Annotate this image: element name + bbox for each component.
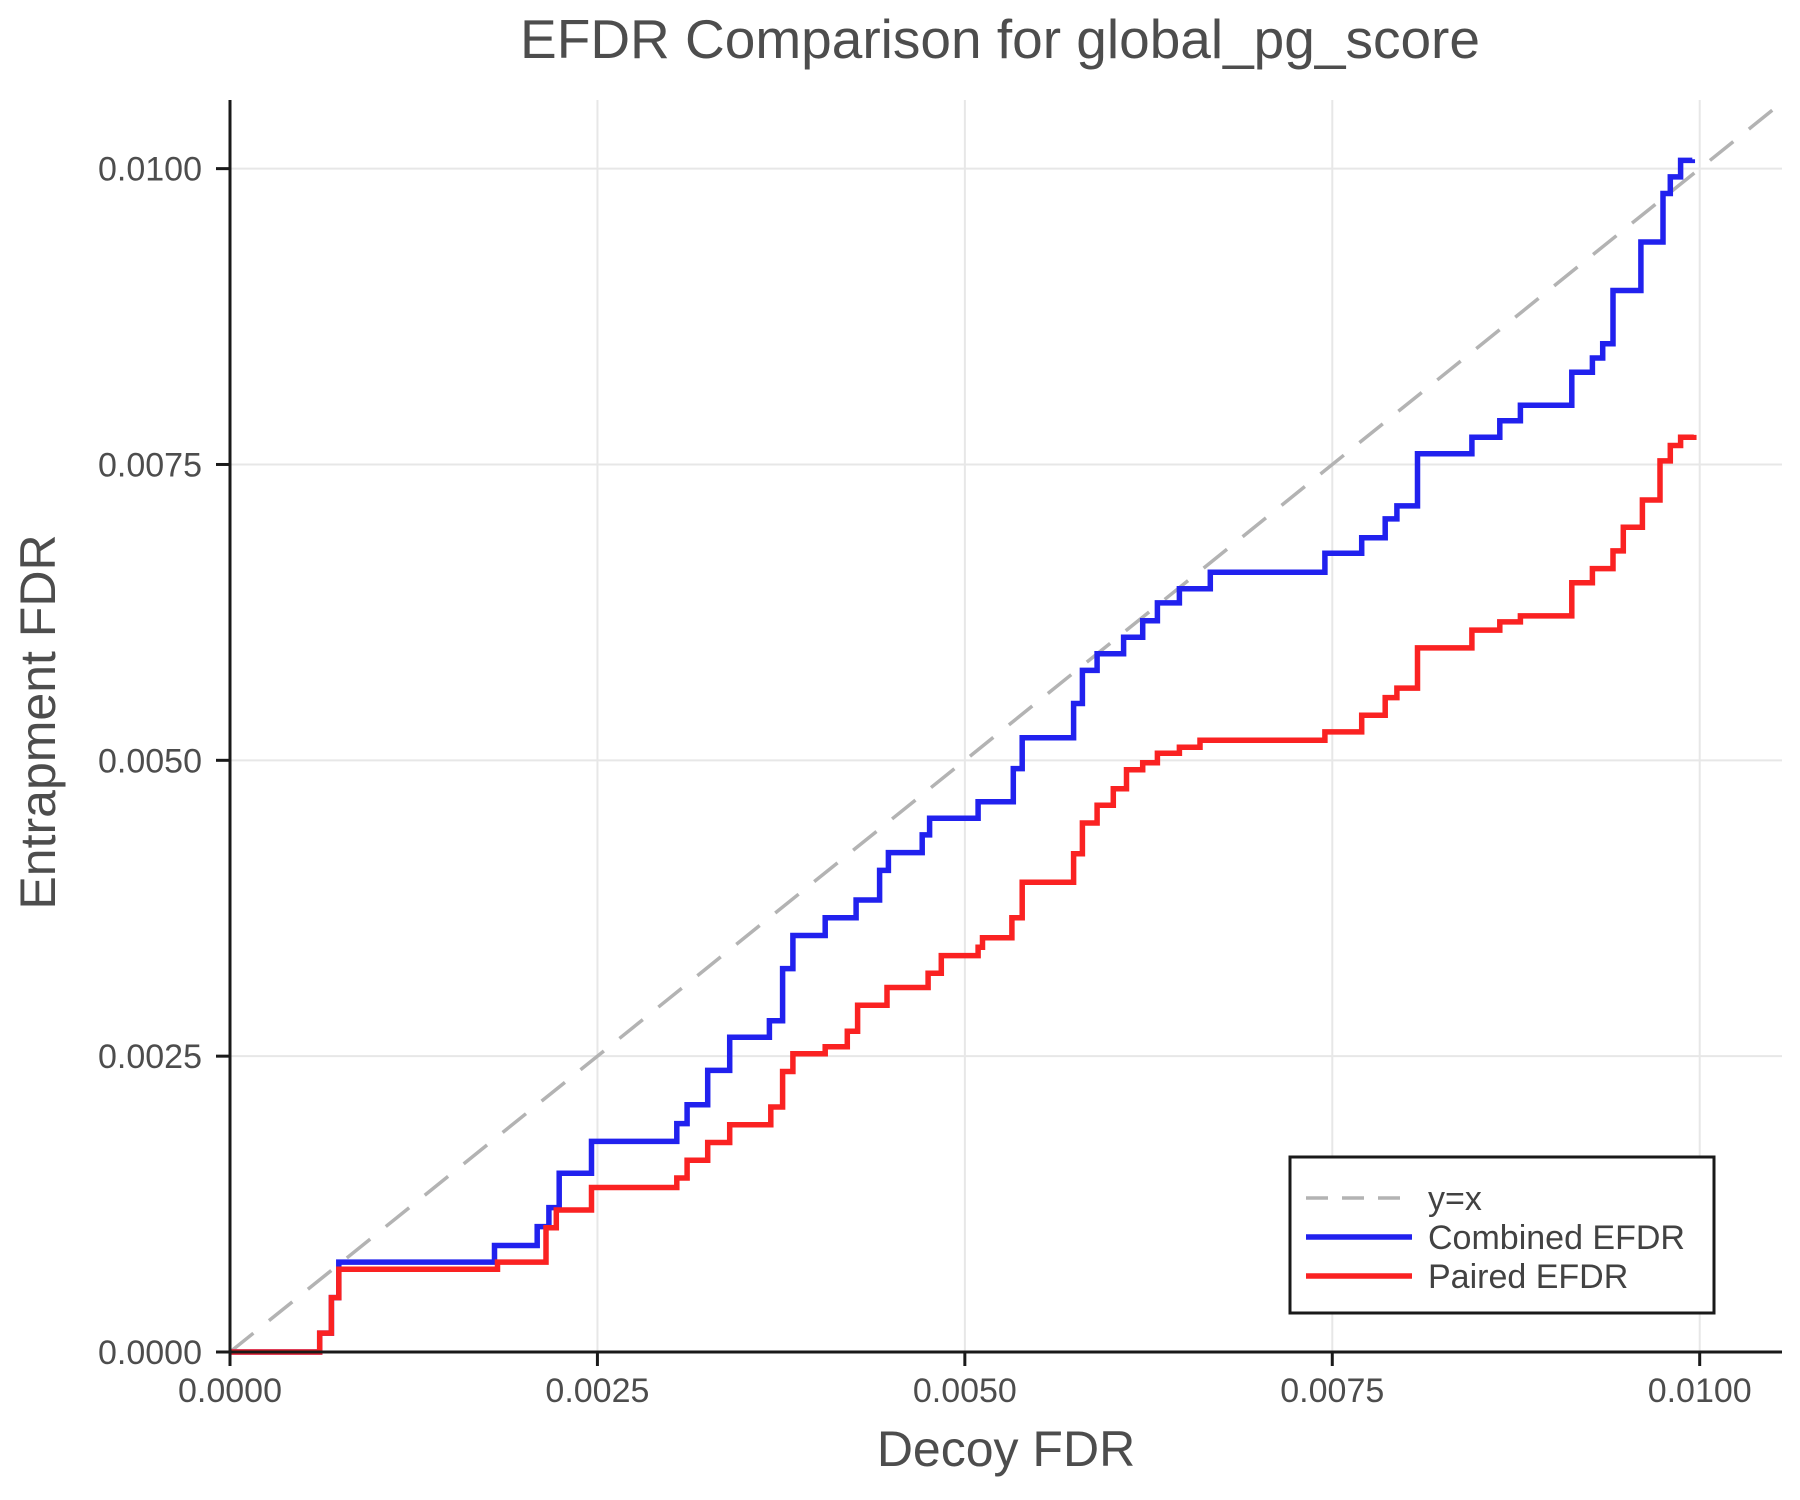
x-tick-label: 0.0050 [913,1372,1017,1410]
x-tick-label: 0.0025 [545,1372,649,1410]
legend-label-y-equals-x-line: y=x [1428,1180,1482,1218]
y-tick-label: 0.0100 [98,151,202,189]
legend-label-paired-efdr-line: Paired EFDR [1428,1258,1628,1296]
y-tick-label: 0.0075 [98,446,202,484]
x-tick-label: 0.0075 [1280,1372,1384,1410]
x-axis-label: Decoy FDR [877,1421,1135,1477]
chart-title: EFDR Comparison for global_pg_score [520,8,1480,70]
plot-generated-layers: 0.0000 0.0025 0.0050 0.0075 0.0100 0.0000 0.00… [98,100,1784,1410]
y-equals-x-line [228,101,1784,1354]
combined-efdr-line [230,157,1696,1355]
x-tick-label: 0.0000 [178,1372,282,1410]
paired-efdr-line [230,434,1697,1355]
x-tick-label: 0.0100 [1648,1372,1752,1410]
y-tick-label: 0.0050 [98,742,202,780]
legend-label-combined-efdr-line: Combined EFDR [1428,1219,1685,1257]
y-axis-label: Entrapment FDR [10,534,66,909]
y-tick-label: 0.0025 [98,1038,202,1076]
y-tick-label: 0.0000 [98,1334,202,1372]
